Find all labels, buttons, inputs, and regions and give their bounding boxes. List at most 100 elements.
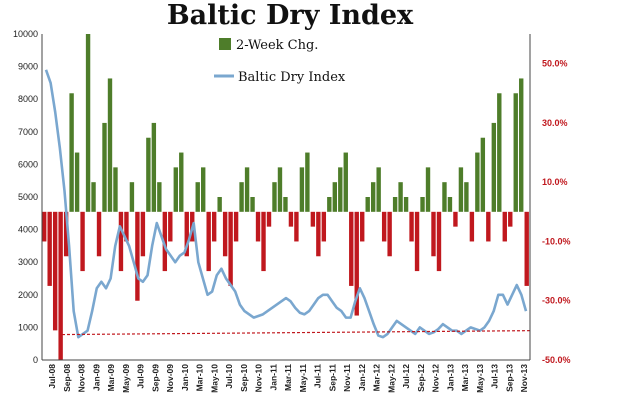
left-tick-label: 6000 <box>18 159 38 169</box>
change-bar <box>436 211 442 272</box>
change-bar <box>475 152 480 212</box>
change-bar <box>179 152 184 212</box>
change-bar <box>206 211 211 272</box>
change-bar <box>327 197 332 212</box>
change-bar <box>480 137 486 212</box>
left-axis-ticks: 0 1000 2000 3000 4000 5000 6000 7000 8000 9000 100… <box>13 29 38 365</box>
legend-bar-label: 2-Week Chg. <box>236 38 318 53</box>
x-tick-label: Mar-11 <box>283 364 293 391</box>
left-tick-label: 2000 <box>18 290 38 300</box>
change-bar <box>222 211 228 257</box>
change-bar <box>365 197 370 212</box>
change-bar <box>47 211 52 286</box>
change-bar <box>272 182 277 212</box>
change-bar <box>266 211 272 227</box>
change-bar <box>425 167 431 212</box>
change-bar <box>387 211 392 257</box>
bdi-line <box>44 69 528 339</box>
change-bar <box>447 197 453 212</box>
change-bar <box>343 152 348 212</box>
right-tick-label: -10.0% <box>542 236 571 246</box>
change-bar <box>381 211 387 242</box>
x-tick-label: Jan-09 <box>91 364 101 391</box>
bdi-line-layer <box>44 69 531 339</box>
change-bar <box>140 211 146 257</box>
x-tick-label: Jul-10 <box>224 364 234 389</box>
left-tick-label: 3000 <box>18 257 38 267</box>
change-bar <box>255 211 261 242</box>
change-bar <box>338 167 343 212</box>
change-bar <box>146 137 151 212</box>
change-bar <box>321 211 327 242</box>
axes <box>41 34 531 361</box>
left-tick-label: 4000 <box>18 225 38 235</box>
change-bar <box>491 122 497 212</box>
change-bar <box>524 211 529 286</box>
change-bar <box>519 78 524 212</box>
change-bar <box>277 167 283 212</box>
x-tick-label: Mar-12 <box>372 364 382 392</box>
change-bar <box>91 182 96 212</box>
change-bar <box>354 211 359 316</box>
x-tick-label: Jan-12 <box>357 364 367 391</box>
right-tick-label: 10.0% <box>542 177 568 187</box>
change-bar <box>288 211 294 227</box>
x-tick-label: Nov-12 <box>431 364 441 393</box>
change-bar <box>469 211 475 242</box>
change-bar <box>486 211 491 242</box>
change-bar <box>360 211 365 242</box>
change-bar <box>233 211 239 242</box>
change-bar <box>316 211 321 257</box>
change-bar <box>376 167 381 212</box>
x-tick-label: Sep-11 <box>327 364 337 392</box>
change-bar <box>513 93 518 212</box>
change-bar <box>294 211 299 242</box>
change-bar <box>102 122 107 212</box>
x-tick-label: May-11 <box>298 364 308 393</box>
right-tick-label: 50.0% <box>542 59 568 69</box>
change-bar <box>135 211 140 301</box>
change-bar <box>392 197 398 212</box>
change-bar <box>96 211 102 257</box>
x-tick-label: Jul-08 <box>47 364 57 389</box>
left-tick-label: 8000 <box>18 94 38 104</box>
chart-title: Baltic Dry Index <box>167 0 414 31</box>
change-bar <box>211 211 217 242</box>
change-bar <box>129 182 135 212</box>
change-bar <box>310 211 316 227</box>
left-tick-label: 9000 <box>18 62 38 72</box>
change-bar <box>52 211 58 331</box>
x-tick-label: Jul-13 <box>490 364 500 389</box>
change-bar <box>201 167 206 212</box>
change-bar <box>508 211 513 227</box>
right-tick-label: 30.0% <box>542 118 568 128</box>
change-bar <box>349 211 354 286</box>
x-axis-ticks: Jul-08 Sep-08 Nov-08 Jan-09 Mar-09 May-09 Jul-… <box>47 364 529 393</box>
x-tick-label: Nov-10 <box>254 364 264 393</box>
right-tick-label: -30.0% <box>542 296 571 306</box>
change-bar <box>58 211 63 360</box>
x-tick-label: Mar-09 <box>106 364 116 392</box>
change-bar <box>42 211 47 242</box>
change-bars <box>42 34 529 360</box>
change-bar <box>195 182 200 212</box>
left-tick-label: 10000 <box>13 29 38 39</box>
legend-bar-swatch <box>219 38 231 50</box>
change-bar <box>151 122 157 212</box>
right-tick-label: -50.0% <box>542 355 571 365</box>
change-bar <box>502 211 507 242</box>
change-bar <box>162 211 168 272</box>
change-bar <box>414 211 420 272</box>
change-bar <box>453 211 458 227</box>
change-bar <box>85 34 91 212</box>
x-tick-label: Jan-11 <box>268 364 278 391</box>
x-tick-label: Jul-09 <box>136 364 146 389</box>
change-bar <box>228 211 233 286</box>
change-bar <box>420 197 425 212</box>
change-bar <box>217 197 222 212</box>
change-bar <box>464 182 469 212</box>
change-bar <box>299 167 305 212</box>
x-tick-label: Sep-12 <box>416 364 426 392</box>
change-bar <box>239 182 244 212</box>
